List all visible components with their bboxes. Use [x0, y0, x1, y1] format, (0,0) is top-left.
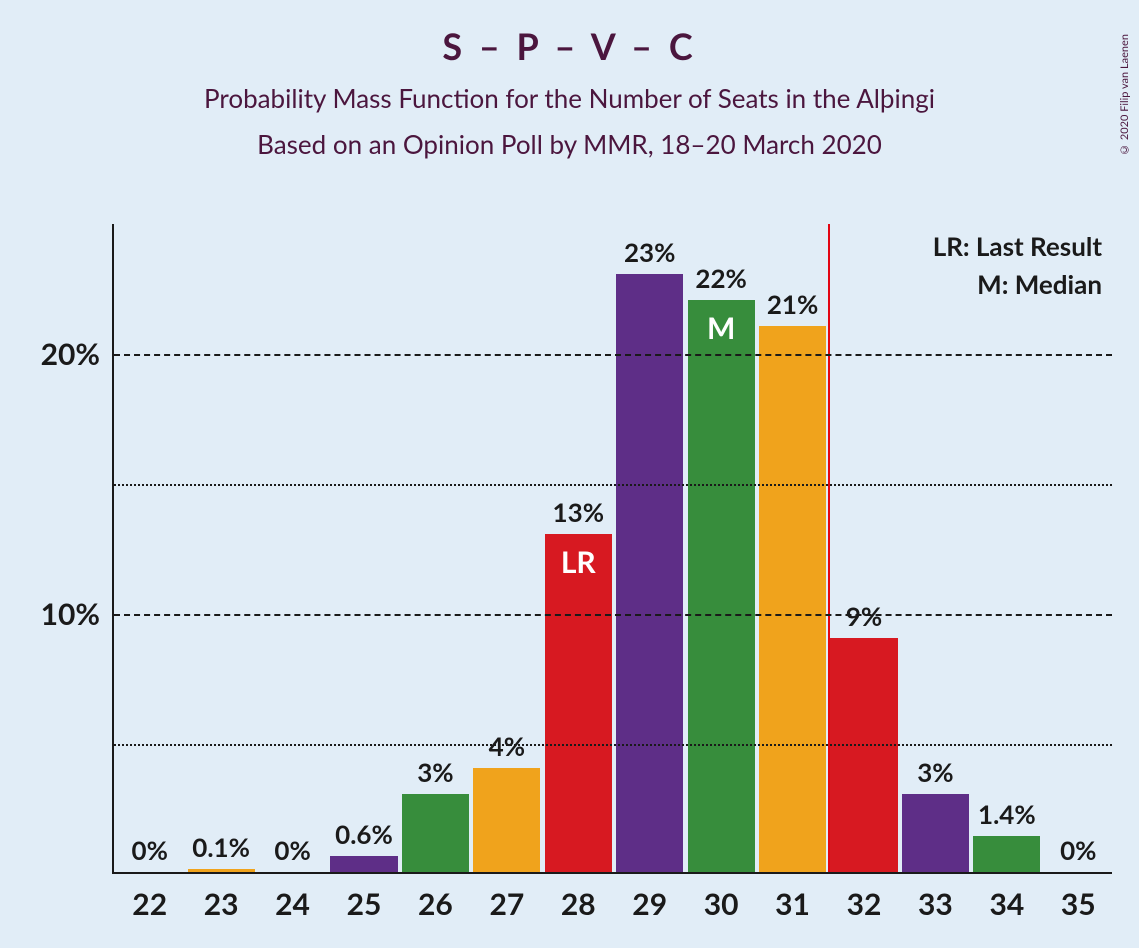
bar-value-label: 0% [1060, 834, 1096, 872]
x-tick-label: 32 [847, 872, 882, 922]
bar-inner-label: M [707, 310, 735, 346]
bar-value-label: 23% [624, 236, 675, 274]
chart-subtitle-1: Probability Mass Function for the Number… [0, 82, 1139, 114]
x-tick-label: 33 [918, 872, 953, 922]
bars-container: 0%0.1%0%0.6%3%4%13%LR23%22%M21%9%3%1.4%0… [114, 224, 1112, 872]
chart-plot-area: 0%0.1%0%0.6%3%4%13%LR23%22%M21%9%3%1.4%0… [112, 224, 1112, 874]
bar: 4% [473, 768, 540, 872]
x-tick-label: 22 [132, 872, 167, 922]
bar-value-label: 22% [695, 262, 746, 300]
x-tick-label: 29 [632, 872, 667, 922]
x-tick-label: 34 [989, 872, 1024, 922]
bar-value-label: 0.1% [192, 831, 250, 869]
x-tick-label: 28 [561, 872, 596, 922]
majority-line [828, 224, 830, 872]
x-tick-label: 25 [347, 872, 382, 922]
bar: 21% [759, 326, 826, 872]
x-tick-label: 31 [775, 872, 810, 922]
bar-value-label: 1.4% [978, 798, 1036, 836]
bar: 1.4% [973, 836, 1040, 872]
x-tick-label: 24 [275, 872, 310, 922]
x-tick-label: 26 [418, 872, 453, 922]
legend-lr: LR: Last Result [933, 230, 1102, 262]
bar-value-label: 9% [846, 600, 882, 638]
gridline-major [114, 614, 1112, 616]
y-tick-label: 10% [41, 596, 114, 632]
bar-value-label: 4% [489, 730, 525, 768]
x-tick-label: 35 [1061, 872, 1096, 922]
bar-value-label: 0.6% [335, 818, 393, 856]
x-tick-label: 30 [704, 872, 739, 922]
legend: LR: Last Result M: Median [933, 230, 1102, 300]
bar: 13%LR [545, 534, 612, 872]
bar-value-label: 13% [553, 496, 604, 534]
bar-value-label: 0% [274, 834, 310, 872]
bar-value-label: 0% [132, 834, 168, 872]
gridline-minor [114, 744, 1112, 746]
bar: 23% [616, 274, 683, 872]
bar: 0.6% [330, 856, 397, 872]
bar-value-label: 3% [417, 756, 453, 794]
y-tick-label: 20% [41, 336, 114, 372]
chart-subtitle-2: Based on an Opinion Poll by MMR, 18–20 M… [0, 128, 1139, 160]
bar: 9% [830, 638, 897, 872]
bar: 22%M [688, 300, 755, 872]
bar: 3% [402, 794, 469, 872]
chart-title: S – P – V – C [0, 24, 1139, 68]
gridline-major [114, 354, 1112, 356]
x-tick-label: 23 [204, 872, 239, 922]
copyright-text: © 2020 Filip van Laenen [1118, 34, 1131, 156]
bar: 3% [902, 794, 969, 872]
x-tick-label: 27 [489, 872, 524, 922]
legend-m: M: Median [933, 268, 1102, 300]
bar-inner-label: LR [561, 544, 596, 580]
gridline-minor [114, 484, 1112, 486]
bar-value-label: 21% [767, 288, 818, 326]
bar-value-label: 3% [917, 756, 953, 794]
